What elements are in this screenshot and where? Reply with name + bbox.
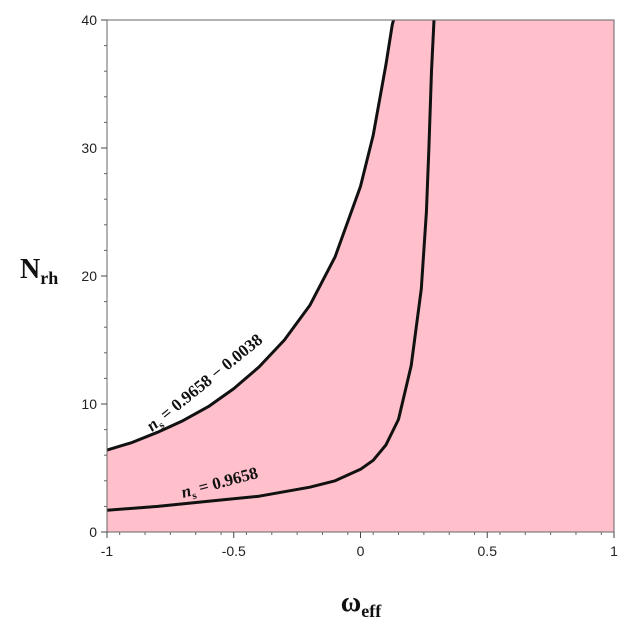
curve-label-upper-sub: s xyxy=(156,419,167,431)
y-axis: 0 10 20 30 40 xyxy=(81,12,107,540)
y-tick-label: 10 xyxy=(81,396,97,412)
series-line-0 xyxy=(107,20,395,452)
curves xyxy=(107,20,436,512)
y-axis-title-sub: rh xyxy=(40,268,58,288)
shaded-region xyxy=(107,20,614,532)
x-axis: -1 -0.5 0 0.5 1 xyxy=(101,532,618,559)
y-axis-title: Nrh xyxy=(20,254,58,288)
y-tick-label: 40 xyxy=(81,12,97,28)
x-axis-title-main: ω xyxy=(341,587,361,618)
x-tick-label: 0.5 xyxy=(478,543,498,559)
series-line-1 xyxy=(107,20,436,512)
y-tick-label: 20 xyxy=(81,268,97,284)
y-tick-label: 30 xyxy=(81,140,97,156)
plot-area xyxy=(106,19,615,533)
curve-label-lower-sub: s xyxy=(191,489,199,502)
y-axis-title-main: N xyxy=(20,254,40,285)
x-tick-label: -0.5 xyxy=(222,543,246,559)
x-axis-title-sub: eff xyxy=(361,601,382,621)
x-axis-title: ωeff xyxy=(341,587,382,621)
x-tick-label: 1 xyxy=(610,543,618,559)
y-tick-label: 0 xyxy=(89,524,97,540)
x-tick-label: 0 xyxy=(357,543,365,559)
x-tick-label: -1 xyxy=(101,543,114,559)
